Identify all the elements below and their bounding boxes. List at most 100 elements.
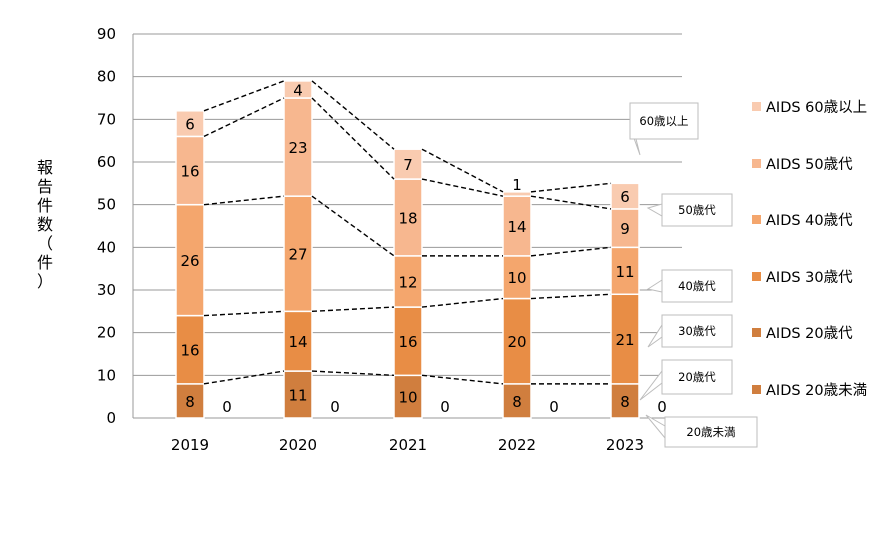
series-connector-line [311,97,395,180]
data-label: 0 [222,398,232,416]
data-label: 4 [293,81,303,99]
legend-label: AIDS 60歳以上 [766,100,868,116]
data-label: 14 [507,218,526,236]
legend-swatch [752,215,761,224]
y-axis-title: 報告件数（件） [36,158,53,291]
bar-segment [610,246,640,296]
bar-segment [175,110,205,138]
data-label: 8 [512,393,522,411]
x-tick-label: 2022 [498,436,536,454]
data-label: 26 [180,252,199,270]
callout-pointer [647,323,663,348]
data-label: 9 [620,220,630,238]
y-tick-label: 60 [97,153,116,171]
data-label-layer: 0816261660111427234010161218708201014108… [180,81,666,416]
y-tick-label: 40 [97,238,116,256]
legend-label: AIDS 20歳代 [766,326,853,342]
legend-swatch [752,102,761,111]
bar-segment [502,191,532,197]
series-connector-line [421,148,504,193]
data-label: 6 [620,188,630,206]
series-connector-line [203,310,285,317]
legend-label: AIDS 40歳代 [766,213,853,229]
bar-segment [283,80,313,99]
bar-segment [393,255,423,308]
data-label: 18 [398,209,417,227]
bar-segment [393,306,423,377]
data-label: 10 [507,269,526,287]
legend-swatch [752,159,761,168]
legend-swatch [752,272,761,281]
bar-segment [283,310,313,372]
y-tick-label: 30 [97,281,116,299]
data-label: 0 [330,398,340,416]
data-label: 16 [180,163,199,181]
legend-swatch [752,385,761,394]
y-tick-label: 10 [97,366,116,384]
series-connector-line [203,97,285,138]
bar-segment [393,148,423,180]
series-connector-line [311,370,395,377]
x-tick-label: 2023 [606,436,644,454]
y-tick-label: 50 [97,196,116,214]
callout-box [661,269,733,303]
data-label: 10 [398,389,417,407]
bar-layer [175,80,640,419]
series-connector-line [203,195,285,206]
y-tick-label: 70 [97,110,116,128]
legend-label: AIDS 50歳代 [766,157,853,173]
callout-label: 30歳代 [678,324,716,338]
data-label: 0 [440,398,450,416]
callout-box [629,102,699,140]
series-connector-line [530,293,612,300]
series-connector-line [203,370,285,385]
y-tick-label: 20 [97,324,116,342]
callout-label: 40歳代 [678,279,716,293]
data-label: 21 [615,331,634,349]
series-connector-line [311,306,395,313]
data-label: 16 [398,333,417,351]
x-tick-label: 2020 [279,436,317,454]
data-label: 7 [403,156,413,174]
bar-segment [502,195,532,257]
data-label: 20 [507,333,526,351]
callout-layer: 60歳以上 50歳代 40歳代 30歳代 20歳代 20歳未満 [629,102,758,448]
data-label: 0 [657,398,667,416]
data-label: 23 [288,139,307,157]
legend-label: AIDS 30歳代 [766,270,853,286]
callout-box [664,416,758,448]
series-connector-line [530,246,612,257]
bar-segment [610,208,640,249]
callout-label: 50歳代 [678,203,716,217]
y-tick-label: 80 [97,68,116,86]
data-label: 12 [398,273,417,291]
series-connector-line [421,297,504,308]
callout-box [661,314,733,348]
data-label: 8 [185,393,195,411]
bar-segment [502,297,532,385]
legend-swatch [752,328,761,337]
bar-segment [283,195,313,313]
data-label: 27 [288,246,307,264]
series-connector-line [421,374,504,385]
legend-label: AIDS 20歳未満 [766,383,868,399]
bar-segment [610,182,640,210]
bar-segment [175,383,205,419]
series-connector-line [311,195,395,257]
series-connector-line [311,80,395,150]
series-connector-line [530,195,612,210]
bar-segment [393,178,423,257]
bar-segment [283,370,313,419]
callout-box [661,193,733,227]
y-tick-label: 0 [106,409,116,427]
callout-pointer [646,203,663,217]
connector-layer [203,80,612,385]
callout-label: 20歳代 [678,370,716,384]
bar-segment [393,374,423,419]
data-label: 1 [512,176,522,194]
data-label: 14 [288,333,307,351]
bar-segment [610,383,640,419]
series-connector-line [530,182,612,193]
